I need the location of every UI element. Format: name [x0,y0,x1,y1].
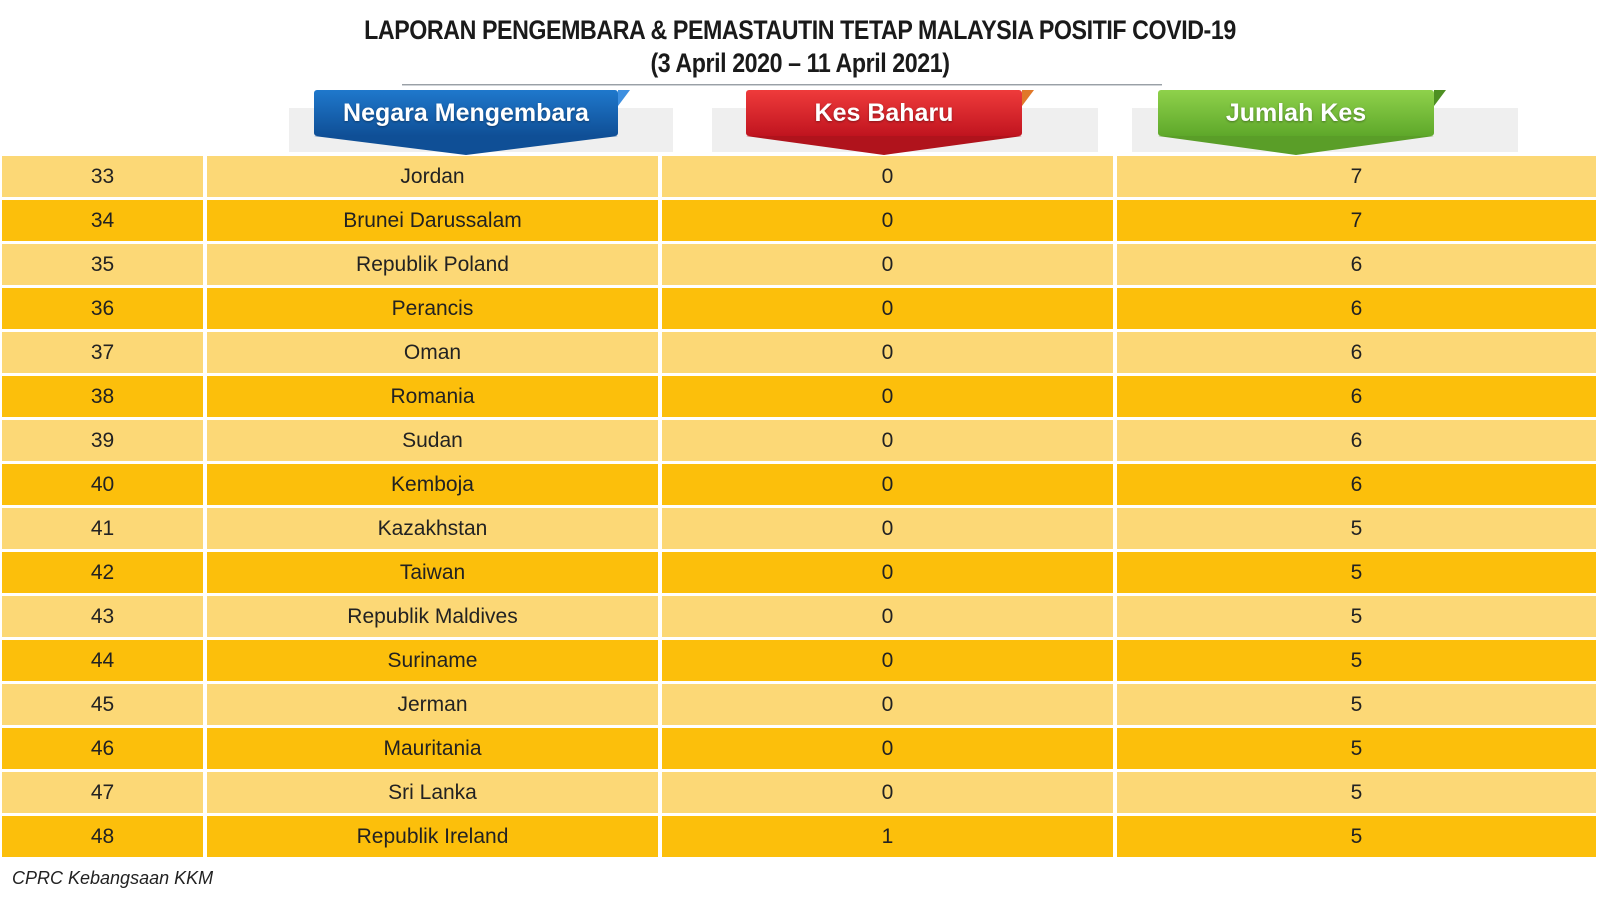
table-row: 38 Romania 0 6 [2,376,1600,417]
header-country-label: Negara Mengembara [343,98,589,127]
row-number: 43 [2,596,203,637]
table-row: 40 Kemboja 0 6 [2,464,1600,505]
table-row: 36 Perancis 0 6 [2,288,1600,329]
table-row: 35 Republik Poland 0 6 [2,244,1600,285]
total-cases-value: 5 [1117,772,1596,813]
row-number: 47 [2,772,203,813]
total-cases-value: 6 [1117,244,1596,285]
total-cases-value: 5 [1117,508,1596,549]
report-title: LAPORAN PENGEMBARA & PEMASTAUTIN TETAP M… [0,14,1600,80]
new-cases-value: 0 [662,288,1113,329]
new-cases-value: 0 [662,684,1113,725]
country-name: Jerman [207,684,658,725]
country-name: Kazakhstan [207,508,658,549]
header-new-label: Kes Baharu [814,98,954,127]
total-cases-value: 5 [1117,684,1596,725]
row-number: 46 [2,728,203,769]
country-name: Sudan [207,420,658,461]
total-cases-value: 6 [1117,420,1596,461]
total-cases-value: 5 [1117,596,1596,637]
new-cases-value: 0 [662,552,1113,593]
new-cases-value: 0 [662,420,1113,461]
new-cases-value: 0 [662,728,1113,769]
banner-arrow-icon [746,136,1022,155]
table-row: 47 Sri Lanka 0 5 [2,772,1600,813]
new-cases-value: 0 [662,640,1113,681]
row-number: 42 [2,552,203,593]
row-number: 36 [2,288,203,329]
country-name: Suriname [207,640,658,681]
row-number: 34 [2,200,203,241]
total-cases-value: 5 [1117,552,1596,593]
total-cases-value: 7 [1117,156,1596,197]
table-row: 37 Oman 0 6 [2,332,1600,373]
header-country-banner: Negara Mengembara [314,90,630,155]
country-name: Perancis [207,288,658,329]
total-cases-value: 6 [1117,464,1596,505]
new-cases-value: 0 [662,464,1113,505]
total-cases-value: 6 [1117,288,1596,329]
table-row: 41 Kazakhstan 0 5 [2,508,1600,549]
country-name: Romania [207,376,658,417]
row-number: 38 [2,376,203,417]
total-cases-value: 5 [1117,728,1596,769]
table-row: 45 Jerman 0 5 [2,684,1600,725]
row-number: 40 [2,464,203,505]
total-cases-value: 5 [1117,640,1596,681]
table-row: 39 Sudan 0 6 [2,420,1600,461]
title-line-1: LAPORAN PENGEMBARA & PEMASTAUTIN TETAP M… [364,15,1236,45]
banner-arrow-icon [314,136,618,155]
banner-fold-icon [1434,90,1446,106]
country-name: Kemboja [207,464,658,505]
country-name: Jordan [207,156,658,197]
row-number: 45 [2,684,203,725]
new-cases-value: 0 [662,376,1113,417]
row-number: 37 [2,332,203,373]
country-name: Mauritania [207,728,658,769]
new-cases-value: 0 [662,772,1113,813]
country-name: Sri Lanka [207,772,658,813]
title-line-2: (3 April 2020 – 11 April 2021) [650,48,950,78]
new-cases-value: 0 [662,332,1113,373]
cases-table: 33 Jordan 0 7 34 Brunei Darussalam 0 7 35 Republi… [2,156,1600,860]
total-cases-value: 5 [1117,816,1596,857]
total-cases-value: 6 [1117,332,1596,373]
header-total-banner: Jumlah Kes [1158,90,1446,155]
row-number: 35 [2,244,203,285]
table-row: 44 Suriname 0 5 [2,640,1600,681]
table-row: 42 Taiwan 0 5 [2,552,1600,593]
new-cases-value: 0 [662,200,1113,241]
new-cases-value: 0 [662,156,1113,197]
banner-fold-icon [1022,90,1034,106]
row-number: 41 [2,508,203,549]
table-row: 34 Brunei Darussalam 0 7 [2,200,1600,241]
country-name: Republik Poland [207,244,658,285]
header-new-banner: Kes Baharu [746,90,1034,155]
country-name: Brunei Darussalam [207,200,658,241]
new-cases-value: 1 [662,816,1113,857]
country-name: Republik Ireland [207,816,658,857]
total-cases-value: 7 [1117,200,1596,241]
table-row: 48 Republik Ireland 1 5 [2,816,1600,857]
new-cases-value: 0 [662,244,1113,285]
row-number: 33 [2,156,203,197]
source-note: CPRC Kebangsaan KKM [12,868,214,888]
row-number: 39 [2,420,203,461]
new-cases-value: 0 [662,508,1113,549]
title-divider [402,84,1162,85]
table-row: 33 Jordan 0 7 [2,156,1600,197]
banner-fold-icon [618,90,630,106]
total-cases-value: 6 [1117,376,1596,417]
banner-arrow-icon [1158,136,1434,155]
table-row: 43 Republik Maldives 0 5 [2,596,1600,637]
country-name: Oman [207,332,658,373]
country-name: Republik Maldives [207,596,658,637]
new-cases-value: 0 [662,596,1113,637]
table-row: 46 Mauritania 0 5 [2,728,1600,769]
header-total-label: Jumlah Kes [1225,98,1367,127]
country-name: Taiwan [207,552,658,593]
row-number: 48 [2,816,203,857]
row-number: 44 [2,640,203,681]
